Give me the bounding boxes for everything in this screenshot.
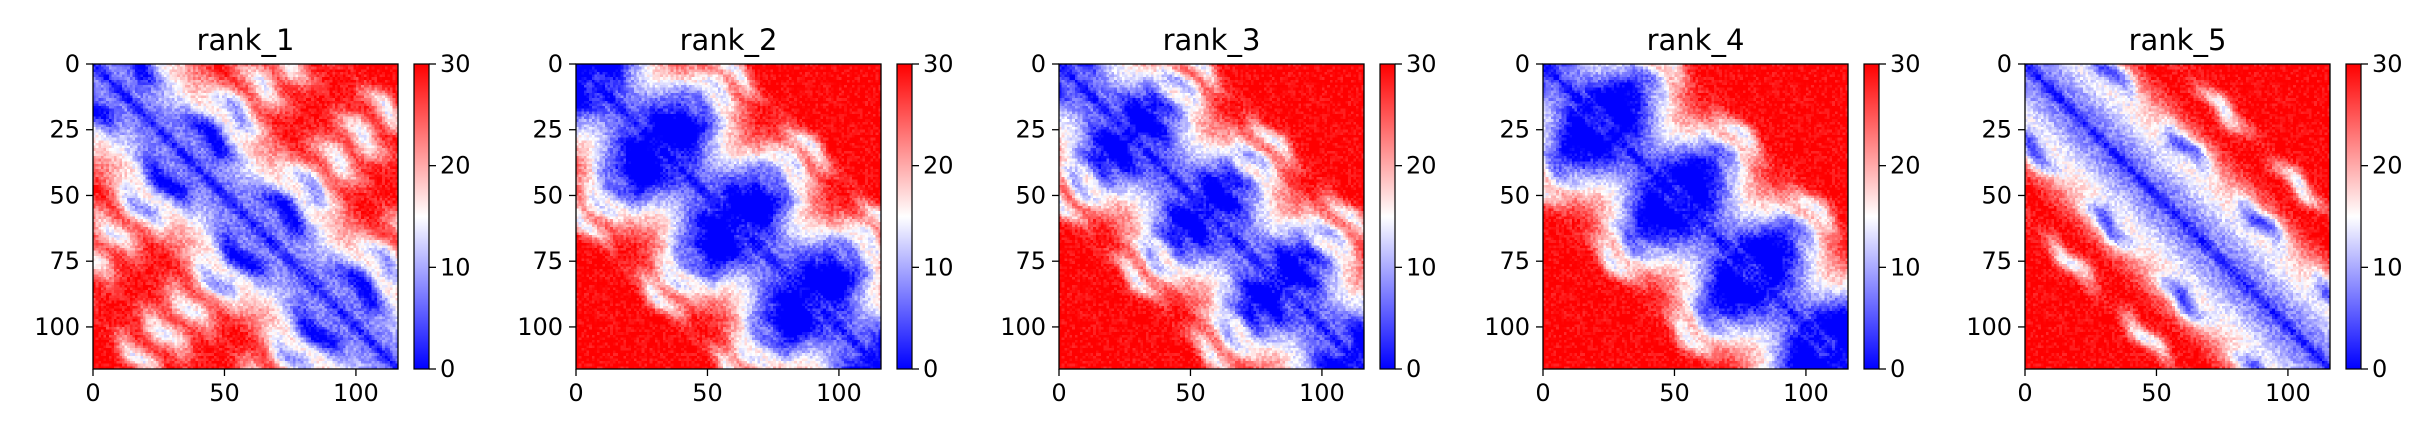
colorbar-tick-label: 0 [2372,355,2387,383]
colorbar-tick-label: 30 [440,50,471,78]
colorbar [2345,63,2362,370]
heatmap-panel-4: rank_4 0 50 100 0 25 50 75 100 0 10 20 30 [1484,23,1920,407]
heatmap-panel-5: rank_5 0 50 100 0 25 50 75 100 0 10 20 30 [1966,23,2402,407]
y-tick-label: 50 [49,181,80,209]
y-tick-label: 50 [1499,181,1530,209]
x-tick-label: 50 [209,379,240,407]
colorbar-tick-label: 0 [440,355,455,383]
x-tick-label: 100 [1299,379,1345,407]
x-tick-label: 0 [85,379,100,407]
y-tick-label: 25 [1981,116,2012,144]
y-tick-label: 50 [532,181,563,209]
colorbar-tick-label: 20 [1890,152,1921,180]
x-tick-label: 0 [568,379,583,407]
colorbar [413,63,430,370]
x-tick-label: 0 [2017,379,2032,407]
heatmap-image [1059,64,1364,369]
colorbar-tick-label: 10 [440,253,471,281]
chart-title: rank_5 [2129,23,2227,57]
colorbar-tick-label: 10 [2372,253,2403,281]
x-tick-label: 0 [1051,379,1066,407]
chart-title: rank_4 [1647,23,1745,57]
y-tick-label: 0 [1031,50,1046,78]
x-tick-label: 100 [816,379,862,407]
colorbar-tick-label: 10 [923,253,954,281]
y-tick-label: 100 [1000,313,1046,341]
y-tick-label: 25 [1015,116,1046,144]
y-tick-label: 0 [1997,50,2012,78]
plot-frame [92,63,399,370]
chart-title: rank_3 [1163,23,1261,57]
x-tick-label: 100 [1783,379,1829,407]
x-tick-label: 0 [1535,379,1550,407]
y-tick-label: 100 [34,313,80,341]
y-tick-label: 50 [1015,181,1046,209]
y-tick-label: 100 [1484,313,1530,341]
x-tick-label: 100 [333,379,379,407]
y-tick-label: 50 [1981,181,2012,209]
heatmap-image [93,64,398,369]
x-tick-label: 50 [1175,379,1206,407]
chart-title: rank_2 [680,23,778,57]
y-tick-label: 0 [1515,50,1530,78]
colorbar [896,63,913,370]
colorbar-tick-label: 10 [1406,253,1437,281]
y-tick-label: 25 [1499,116,1530,144]
y-tick-label: 0 [65,50,80,78]
colorbar-tick-label: 10 [1890,253,1921,281]
colorbar-tick-label: 0 [1406,355,1421,383]
heatmap-panel-3: rank_3 0 50 100 0 25 50 75 100 0 10 20 30 [1000,23,1436,407]
y-tick-label: 75 [1981,247,2012,275]
x-tick-label: 50 [692,379,723,407]
colorbar [1379,63,1396,370]
chart-title: rank_1 [197,23,295,57]
plot-frame [1058,63,1365,370]
heatmap-panel-2: rank_2 0 50 100 0 25 50 75 100 0 10 20 30 [517,23,953,407]
y-tick-label: 0 [548,50,563,78]
colorbar-tick-label: 30 [1406,50,1437,78]
plot-frame [1542,63,1849,370]
heatmap-image [576,64,881,369]
y-tick-label: 75 [1499,247,1530,275]
y-tick-label: 75 [1015,247,1046,275]
y-tick-label: 100 [517,313,563,341]
colorbar-tick-label: 30 [1890,50,1921,78]
colorbar-tick-label: 0 [1890,355,1905,383]
x-tick-label: 50 [1659,379,1690,407]
colorbar-tick-label: 30 [923,50,954,78]
y-tick-label: 25 [532,116,563,144]
y-tick-label: 75 [49,247,80,275]
heatmap-image [1543,64,1848,369]
x-tick-label: 50 [2141,379,2172,407]
plot-frame [575,63,882,370]
heatmap-image [2025,64,2330,369]
colorbar-tick-label: 0 [923,355,938,383]
heatmap-panel-1: rank_1 0 50 100 0 25 50 75 100 0 10 20 30 [34,23,470,407]
colorbar-tick-label: 20 [440,152,471,180]
y-tick-label: 25 [49,116,80,144]
x-tick-label: 100 [2265,379,2311,407]
y-tick-label: 100 [1966,313,2012,341]
colorbar-tick-label: 30 [2372,50,2403,78]
plot-frame [2024,63,2331,370]
colorbar-tick-label: 20 [2372,152,2403,180]
colorbar-tick-label: 20 [1406,152,1437,180]
y-tick-label: 75 [532,247,563,275]
colorbar [1863,63,1880,370]
colorbar-tick-label: 20 [923,152,954,180]
